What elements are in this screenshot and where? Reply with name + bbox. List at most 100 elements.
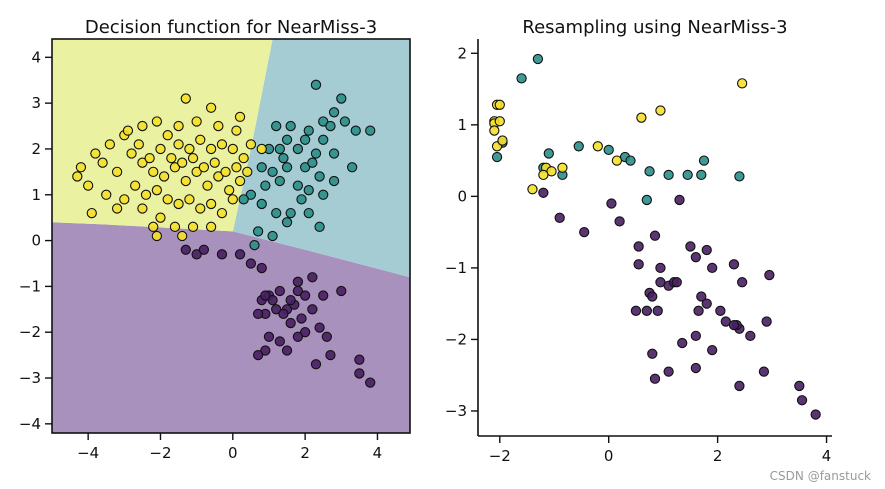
y-tick-label: 1 <box>31 186 41 204</box>
data-point <box>314 322 325 333</box>
chart-1: Decision function for NearMiss-3 −4 −2 0 2 4 −… <box>19 17 411 462</box>
data-point <box>285 207 296 219</box>
data-point <box>148 166 159 178</box>
data-point <box>592 141 603 152</box>
region-class-2 <box>52 39 273 232</box>
x-tick-label: 2 <box>713 447 723 465</box>
data-point <box>180 244 191 255</box>
data-point <box>137 120 148 132</box>
data-point <box>227 194 238 205</box>
data-point <box>86 207 97 219</box>
data-point <box>274 143 285 155</box>
data-point <box>285 317 296 329</box>
data-point <box>764 269 775 281</box>
data-point <box>187 152 199 164</box>
data-point <box>169 162 181 173</box>
data-point <box>274 336 285 347</box>
data-point <box>278 152 289 164</box>
data-point <box>307 304 318 315</box>
data-point <box>538 187 549 198</box>
data-point <box>734 171 745 182</box>
data-point <box>126 148 137 159</box>
y-tick-label: 0 <box>457 187 467 205</box>
data-point <box>242 166 253 178</box>
x-tick-label: −2 <box>149 444 171 462</box>
series-class-0 <box>180 244 376 388</box>
data-point <box>336 285 347 297</box>
data-point <box>155 143 166 155</box>
data-point <box>810 409 821 420</box>
data-point <box>191 166 202 178</box>
data-point <box>761 316 772 327</box>
y-tick-label: 1 <box>457 116 467 134</box>
data-point <box>205 198 217 210</box>
data-point <box>310 148 322 159</box>
data-point <box>707 262 718 274</box>
series-class-0 <box>538 187 821 420</box>
data-point <box>715 305 726 316</box>
data-point <box>202 180 213 191</box>
data-point <box>278 308 289 320</box>
data-point <box>205 102 217 113</box>
data-point <box>328 148 340 159</box>
y-tick-label: −4 <box>19 415 41 433</box>
x-tick-label: 2 <box>300 444 310 462</box>
data-point <box>644 166 655 177</box>
data-point <box>256 262 267 274</box>
data-point <box>234 175 246 187</box>
data-point <box>122 125 134 136</box>
data-point <box>532 53 544 65</box>
data-point <box>354 368 365 379</box>
data-point <box>144 152 155 164</box>
y-tick-label: 4 <box>31 48 41 66</box>
data-point <box>707 345 718 356</box>
data-point <box>198 162 210 173</box>
y-tick-label: −2 <box>19 323 41 341</box>
data-point <box>166 152 177 164</box>
data-point <box>328 175 340 187</box>
data-point <box>299 327 311 338</box>
data-point <box>649 373 661 384</box>
data-point <box>321 331 332 342</box>
data-point <box>758 366 770 377</box>
data-point <box>318 134 329 145</box>
data-point <box>184 194 195 205</box>
data-point <box>133 139 144 150</box>
data-point <box>611 155 623 166</box>
data-point <box>285 294 296 306</box>
data-point <box>325 120 336 132</box>
data-point <box>281 217 293 228</box>
data-point <box>328 107 340 118</box>
y-tick-label: 0 <box>31 232 41 250</box>
data-point <box>213 171 224 182</box>
data-point <box>104 139 116 150</box>
data-point <box>310 79 322 90</box>
data-point <box>365 377 376 388</box>
data-point <box>249 240 260 251</box>
data-point <box>307 272 318 283</box>
data-point <box>292 143 304 155</box>
data-point <box>794 380 805 392</box>
data-point <box>554 212 565 223</box>
data-point <box>267 230 278 242</box>
data-point <box>655 105 666 116</box>
region-class-0 <box>52 222 410 433</box>
data-point <box>796 395 808 406</box>
data-point <box>260 180 271 191</box>
chart-title: Resampling using NearMiss-3 <box>522 17 787 38</box>
y-tick-label: −2 <box>445 330 467 348</box>
data-point <box>292 331 304 342</box>
data-point <box>641 305 652 316</box>
data-point <box>296 313 307 324</box>
data-point <box>191 116 202 127</box>
data-point <box>119 194 130 205</box>
data-point <box>292 276 304 287</box>
data-point <box>494 116 505 127</box>
data-point <box>649 230 661 241</box>
y-tick-label: −1 <box>445 259 467 277</box>
x-tick-label: 0 <box>228 444 238 462</box>
series-class-1 <box>491 53 745 206</box>
y-tick-label: 2 <box>457 44 467 62</box>
data-point <box>292 180 304 191</box>
data-point <box>111 203 123 214</box>
